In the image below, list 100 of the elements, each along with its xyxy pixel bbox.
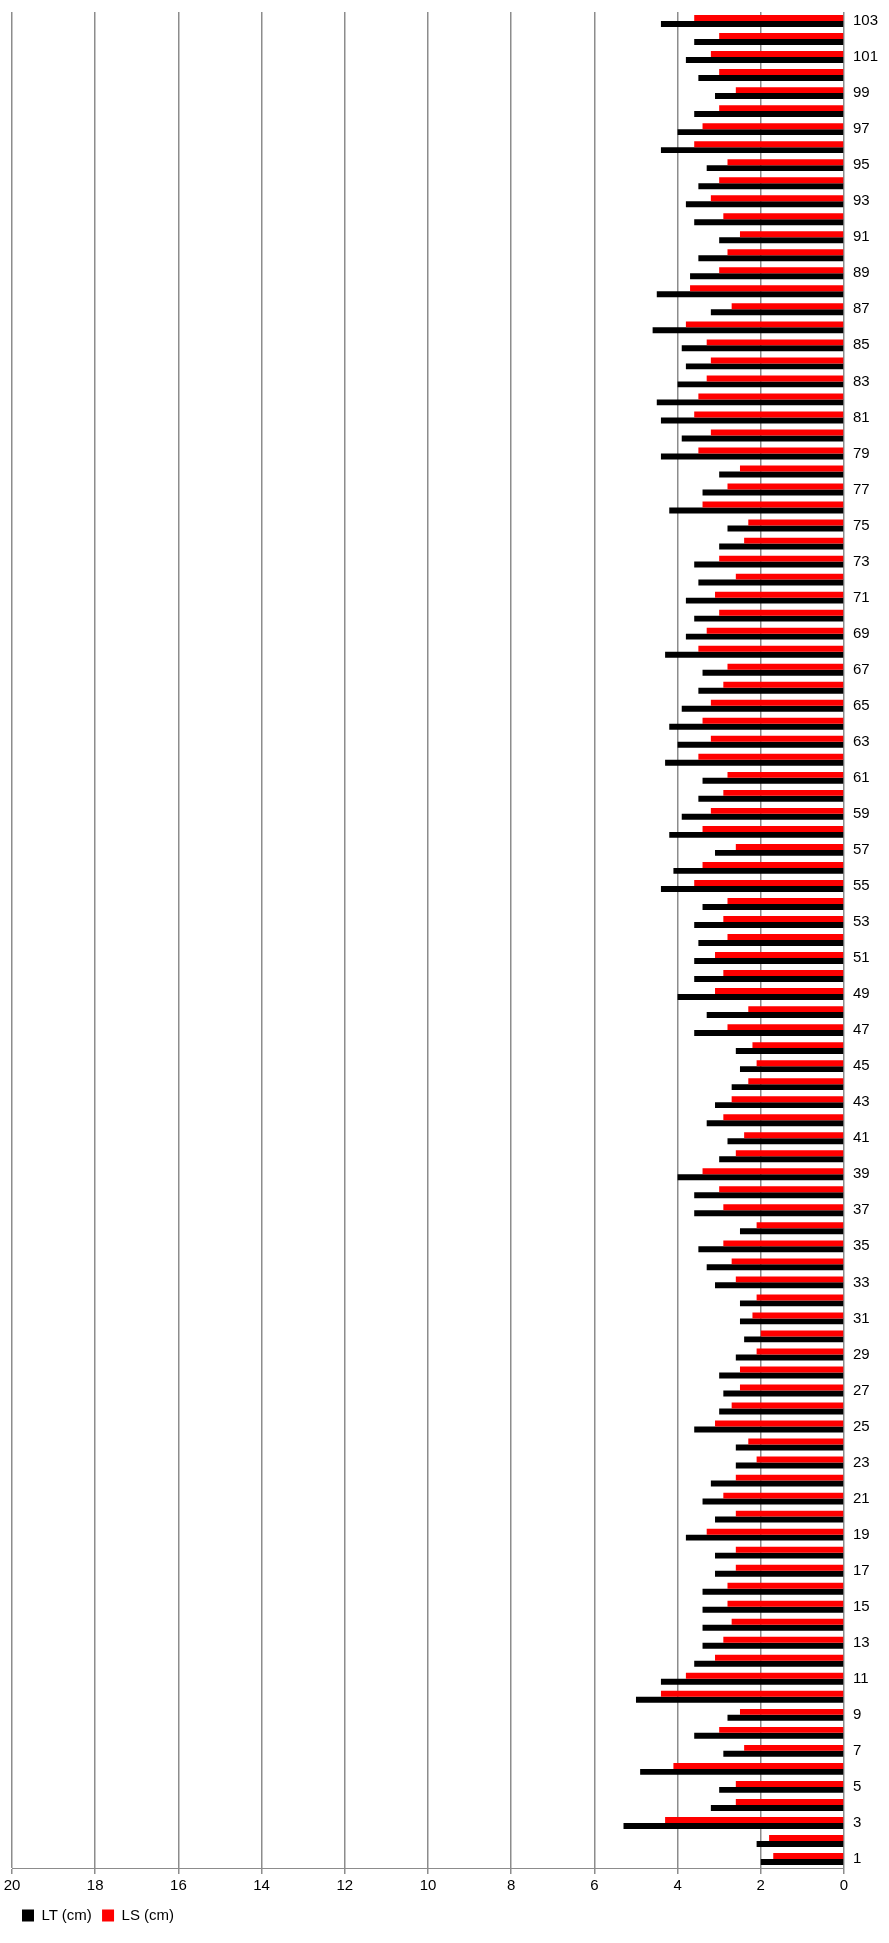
bar [735,1048,844,1055]
y-tick-label: 61 [852,767,870,785]
bar [735,1474,844,1481]
bar [710,699,844,706]
bar [735,1546,844,1553]
bar [698,393,844,400]
bar [715,1654,844,1661]
bar [723,1390,844,1397]
bar [681,705,844,712]
bar [681,345,844,352]
bar [685,597,844,604]
y-tick-label: 3 [852,1813,862,1831]
bar [677,381,844,388]
y-tick-label: 81 [852,407,870,425]
bar [769,1835,844,1841]
bar [719,1786,844,1793]
y-tick-label: 103 [852,11,878,29]
bar [739,1228,844,1235]
bar [677,741,844,748]
x-tick-label: 4 [673,1876,682,1894]
y-tick-label: 93 [852,191,870,209]
bar [731,1084,844,1091]
bar [665,759,844,766]
y-tick-label: 45 [852,1056,870,1074]
bar [773,1853,844,1859]
bar [719,267,844,274]
y-tick-label: 51 [852,948,870,966]
bar [756,1222,844,1229]
bar [698,795,844,802]
bar [744,537,844,544]
y-tick-label: 19 [852,1524,870,1542]
bar [706,375,844,382]
bar [685,1534,844,1541]
bar [719,69,844,76]
bar [715,591,844,598]
bar [656,291,844,298]
bar [685,633,844,640]
bar [727,1024,844,1031]
bar [735,1780,844,1787]
bar [731,1096,844,1103]
x-tick-label: 16 [170,1876,187,1894]
bar [702,1606,844,1613]
bar [723,1240,844,1247]
bar [719,105,844,112]
x-tick-label: 18 [86,1876,104,1894]
y-tick-label: 47 [852,1020,870,1038]
bar [685,57,844,63]
y-tick-label: 13 [852,1632,870,1650]
y-tick-label: 57 [852,840,870,858]
bar [715,988,844,995]
y-tick-label: 1 [852,1849,862,1867]
x-tick-label: 8 [507,1876,516,1894]
bar [710,51,844,58]
bar [723,1492,844,1499]
bar [698,75,844,82]
y-tick-label: 27 [852,1380,870,1398]
bar [715,952,844,959]
bar [694,561,844,568]
bar [710,195,844,202]
bar [719,609,844,616]
bar [702,1168,844,1175]
bar [698,183,844,190]
bar [685,321,844,328]
bar [756,1294,844,1301]
bar [735,1564,844,1571]
bar [723,213,844,220]
bar [710,1804,844,1811]
bar [719,237,844,244]
bar [698,940,844,946]
bar [748,1078,844,1085]
bar [719,1156,844,1163]
bar [694,976,844,982]
bar [694,958,844,964]
bar [673,867,844,874]
bar [706,1012,844,1019]
bar [756,1060,844,1067]
y-tick-label: 7 [852,1741,862,1759]
x-tick-label: 2 [756,1876,765,1894]
bar [735,1462,844,1469]
y-tick-label: 101 [852,47,878,65]
y-tick-label: 5 [852,1777,862,1795]
bar [731,1402,844,1409]
bar [640,1768,844,1775]
bar [735,1150,844,1157]
bar [723,789,844,796]
bar [660,1690,844,1697]
y-tick-label: 73 [852,551,870,569]
bar [748,1006,844,1013]
bar [727,1714,844,1721]
bar [660,453,844,460]
bar [685,363,844,370]
y-tick-label: 71 [852,587,870,605]
x-tick-label: 20 [3,1876,21,1894]
bar [694,1192,844,1199]
bar [694,141,844,148]
bar [698,645,844,652]
bar [673,1762,844,1769]
bar [702,1642,844,1649]
bar [727,771,844,778]
bar [652,327,844,334]
